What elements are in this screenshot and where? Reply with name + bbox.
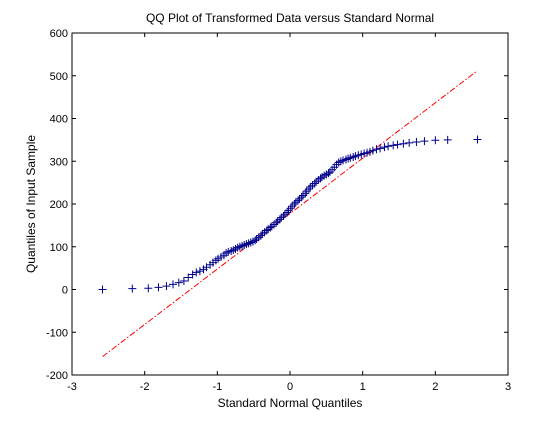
x-tick-label: -2 <box>140 381 150 393</box>
y-axis-label: Quantiles of Input Sample <box>24 135 38 273</box>
data-point <box>324 169 333 178</box>
data-point <box>384 142 393 151</box>
data-point <box>293 196 302 205</box>
data-point <box>405 138 414 147</box>
data-point <box>372 145 381 154</box>
data-point <box>304 185 313 194</box>
y-tick-label: 600 <box>50 28 68 40</box>
data-point <box>389 141 398 150</box>
data-point <box>290 200 299 208</box>
data-point <box>310 179 319 188</box>
data-point <box>275 215 284 224</box>
x-tick-label: 2 <box>432 381 438 393</box>
data-point <box>297 193 306 202</box>
data-point <box>272 218 281 227</box>
data-point <box>179 276 188 285</box>
y-axis-ticks: -200 -100 0 100 200 300 400 500 600 <box>46 28 508 382</box>
data-point <box>192 268 201 277</box>
y-tick-label: 0 <box>62 285 68 297</box>
x-tick-label: 3 <box>505 381 511 393</box>
y-tick-label: 100 <box>50 242 68 254</box>
data-point <box>431 136 440 145</box>
reference-line-layer <box>102 70 478 358</box>
x-tick-label: 0 <box>287 381 293 393</box>
data-point <box>256 231 265 240</box>
x-tick-label: 1 <box>360 381 366 393</box>
data-point <box>128 284 137 293</box>
data-points-layer <box>98 135 482 294</box>
data-point <box>286 204 295 213</box>
data-point <box>184 273 193 282</box>
data-point <box>399 139 408 148</box>
data-point <box>380 143 389 152</box>
data-point <box>283 208 292 217</box>
data-point <box>169 280 178 289</box>
y-tick-label: 500 <box>50 71 68 83</box>
data-point <box>195 267 204 276</box>
data-point <box>162 282 171 291</box>
plot-area <box>72 33 508 375</box>
chart-title: QQ Plot of Transformed Data versus Stand… <box>146 11 434 25</box>
x-tick-label: -1 <box>212 381 222 393</box>
y-tick-label: 200 <box>50 199 68 211</box>
data-point <box>301 189 310 198</box>
x-tick-label: -3 <box>67 381 77 393</box>
y-tick-label: -100 <box>46 327 68 339</box>
data-point <box>420 137 429 146</box>
data-point <box>412 138 421 147</box>
data-point <box>98 285 107 294</box>
reference-line <box>102 70 478 358</box>
data-point <box>393 140 402 149</box>
data-point <box>279 211 288 220</box>
data-point <box>376 144 385 153</box>
y-tick-label: 400 <box>50 114 68 126</box>
data-point <box>174 278 183 287</box>
data-point <box>443 135 452 144</box>
y-tick-label: 300 <box>50 156 68 168</box>
data-point <box>188 270 197 279</box>
data-point <box>154 283 163 292</box>
data-point <box>473 135 482 144</box>
data-point <box>368 146 377 155</box>
y-tick-label: -200 <box>46 370 68 382</box>
x-axis-ticks: -3 -2 -1 0 1 2 3 <box>67 33 511 393</box>
data-point <box>144 284 153 293</box>
x-axis-label: Standard Normal Quantiles <box>218 396 363 410</box>
